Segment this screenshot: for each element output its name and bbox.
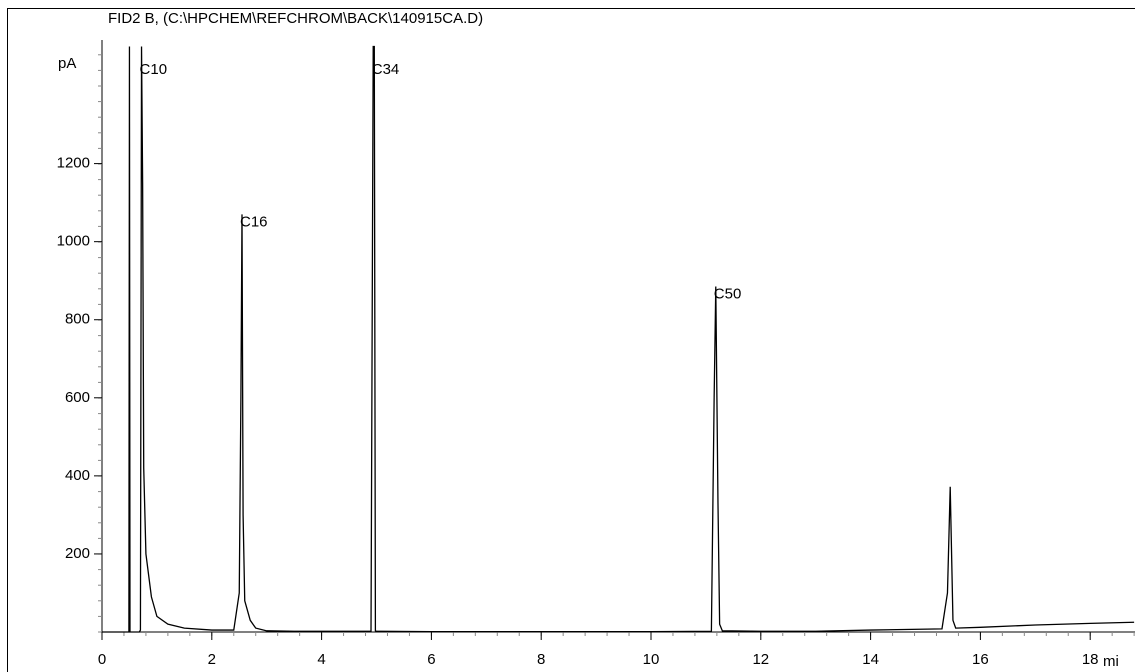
x-tick-label: 16: [972, 651, 989, 668]
x-tick-label: 2: [208, 651, 216, 668]
frame: [7, 8, 1135, 672]
y-tick-label: 800: [65, 311, 90, 328]
x-tick-label: 8: [537, 651, 545, 668]
chart-title: FID2 B, (C:\HPCHEM\REFCHROM\BACK\140915C…: [108, 10, 483, 27]
y-tick-label: 600: [65, 389, 90, 406]
x-tick-label: 18: [1082, 651, 1099, 668]
y-tick-label: 400: [65, 467, 90, 484]
x-tick-label: 4: [317, 651, 325, 668]
x-tick-label: 10: [643, 651, 660, 668]
peak-label: C34: [372, 61, 400, 78]
peak-label: C50: [714, 286, 742, 303]
x-axis-label: mi: [1103, 653, 1119, 670]
y-tick-label: 200: [65, 545, 90, 562]
x-tick-label: 12: [752, 651, 769, 668]
y-tick-label: 1200: [57, 155, 90, 172]
y-axis-label: pA: [58, 55, 76, 72]
peak-label: C16: [240, 213, 268, 230]
y-tick-label: 1000: [57, 233, 90, 250]
x-tick-label: 14: [862, 651, 879, 668]
chromatogram-line: [102, 45, 1135, 633]
x-tick-label: 6: [427, 651, 435, 668]
peak-label: C10: [140, 61, 168, 78]
x-tick-label: 0: [98, 651, 106, 668]
